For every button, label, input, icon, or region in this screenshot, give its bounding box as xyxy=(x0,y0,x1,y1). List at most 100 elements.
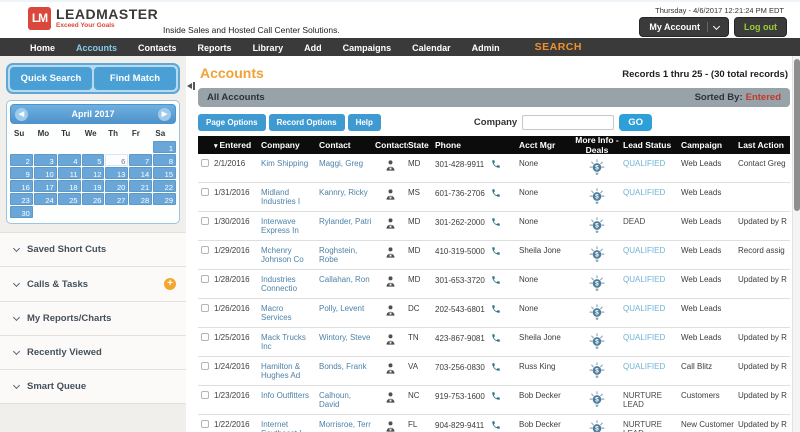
deal-bulb-icon[interactable]: $ xyxy=(589,420,605,432)
find-match-button[interactable]: Find Match xyxy=(94,67,176,90)
phone-icon[interactable] xyxy=(491,188,501,198)
nav-item-home[interactable]: Home xyxy=(30,43,56,53)
calendar-date-cell[interactable]: 16 xyxy=(10,180,33,192)
calendar-date-cell[interactable]: 1 xyxy=(153,141,176,153)
column-header-contact[interactable]: Contact xyxy=(319,140,351,150)
cell-company-link[interactable]: Internet Southeast I xyxy=(261,420,301,432)
contacts-person-icon[interactable] xyxy=(385,333,396,346)
cell-company-link[interactable]: Midland Industries I xyxy=(261,188,301,206)
row-checkbox[interactable] xyxy=(201,217,209,225)
row-checkbox[interactable] xyxy=(201,246,209,254)
column-header-campaign[interactable]: Campaign xyxy=(681,140,723,150)
my-account-button[interactable]: My Account xyxy=(639,17,729,37)
row-checkbox[interactable] xyxy=(201,275,209,283)
calendar-date-cell[interactable]: 9 xyxy=(10,167,33,179)
deal-bulb-icon[interactable]: $ xyxy=(589,217,605,234)
calendar-date-cell[interactable]: 7 xyxy=(129,154,153,166)
calendar-date-cell[interactable]: 8 xyxy=(153,154,176,166)
sidebar-section-saved-short-cuts[interactable]: Saved Short Cuts xyxy=(0,233,186,267)
calendar-date-cell[interactable]: 23 xyxy=(10,193,33,205)
cell-contact-link[interactable]: Maggi, Greg xyxy=(319,159,364,168)
column-header-contacts[interactable]: Contacts xyxy=(375,140,408,150)
calendar-date-cell[interactable]: 19 xyxy=(81,180,105,192)
calendar-date-cell[interactable]: 11 xyxy=(57,167,81,179)
deal-bulb-icon[interactable]: $ xyxy=(589,188,605,205)
record-options-button[interactable]: Record Options xyxy=(268,114,345,131)
column-header-last-action[interactable]: Last Action xyxy=(738,140,784,150)
cell-company-link[interactable]: Interwave Express In xyxy=(261,217,299,235)
cell-company-link[interactable]: Mack Trucks Inc xyxy=(261,333,306,351)
go-button[interactable]: GO xyxy=(619,114,652,131)
cell-contact-link[interactable]: Kannry, Ricky xyxy=(319,188,368,197)
phone-icon[interactable] xyxy=(491,275,501,285)
contacts-person-icon[interactable] xyxy=(385,275,396,288)
sidebar-section-calls-tasks[interactable]: Calls & Tasks + xyxy=(0,267,186,302)
calendar-date-cell[interactable]: 10 xyxy=(33,167,57,179)
quick-search-button[interactable]: Quick Search xyxy=(10,67,92,90)
contacts-person-icon[interactable] xyxy=(385,188,396,201)
calendar-date-cell[interactable]: 24 xyxy=(33,193,57,205)
cell-company-link[interactable]: Info Outfitters xyxy=(261,391,310,400)
nav-item-admin[interactable]: Admin xyxy=(471,43,500,53)
phone-icon[interactable] xyxy=(491,159,501,169)
deal-bulb-icon[interactable]: $ xyxy=(589,333,605,350)
deal-bulb-icon[interactable]: $ xyxy=(589,159,605,176)
nav-item-reports[interactable]: Reports xyxy=(197,43,232,53)
cell-company-link[interactable]: Kim Shipping xyxy=(261,159,309,168)
contacts-person-icon[interactable] xyxy=(385,304,396,317)
phone-icon[interactable] xyxy=(491,333,501,343)
nav-item-campaigns[interactable]: Campaigns xyxy=(342,43,392,53)
cell-contact-link[interactable]: Polly, Levent xyxy=(319,304,365,313)
column-header-lead-status[interactable]: Lead Status xyxy=(623,140,672,150)
deal-bulb-icon[interactable]: $ xyxy=(589,362,605,379)
column-header-acct-mgr[interactable]: Acct Mgr xyxy=(519,140,556,150)
row-checkbox[interactable] xyxy=(201,420,209,428)
phone-icon[interactable] xyxy=(491,217,501,227)
deal-bulb-icon[interactable]: $ xyxy=(589,391,605,408)
calendar-date-cell[interactable]: 17 xyxy=(33,180,57,192)
add-icon[interactable]: + xyxy=(164,278,176,290)
company-search-input[interactable] xyxy=(522,115,615,130)
logout-button[interactable]: Log out xyxy=(734,17,787,37)
calendar-date-cell[interactable]: 18 xyxy=(57,180,81,192)
cell-company-link[interactable]: Hamilton & Hughes Ad xyxy=(261,362,301,380)
cell-contact-link[interactable]: Wintory, Steve xyxy=(319,333,371,342)
cell-contact-link[interactable]: Bonds, Frank xyxy=(319,362,367,371)
contacts-person-icon[interactable] xyxy=(385,362,396,375)
calendar-date-cell[interactable]: 4 xyxy=(57,154,81,166)
deal-bulb-icon[interactable]: $ xyxy=(589,246,605,263)
calendar-date-cell[interactable]: 2 xyxy=(10,154,33,166)
calendar-date-cell[interactable]: 27 xyxy=(105,193,129,205)
cell-contact-link[interactable]: Calhoun, David xyxy=(319,391,352,409)
row-checkbox[interactable] xyxy=(201,188,209,196)
cell-company-link[interactable]: Mchenry Johnson Co xyxy=(261,246,304,264)
contacts-person-icon[interactable] xyxy=(385,217,396,230)
calendar-date-cell[interactable]: 13 xyxy=(105,167,129,179)
calendar-prev-icon[interactable]: ◀ xyxy=(15,108,28,121)
calendar-date-cell[interactable]: 21 xyxy=(129,180,153,192)
phone-icon[interactable] xyxy=(491,362,501,372)
calendar-date-cell[interactable]: 20 xyxy=(105,180,129,192)
contacts-person-icon[interactable] xyxy=(385,246,396,259)
phone-icon[interactable] xyxy=(491,246,501,256)
nav-item-accounts[interactable]: Accounts xyxy=(76,43,118,53)
calendar-date-cell[interactable]: 12 xyxy=(81,167,105,179)
phone-icon[interactable] xyxy=(491,391,501,401)
contacts-person-icon[interactable] xyxy=(385,159,396,172)
row-checkbox[interactable] xyxy=(201,159,209,167)
calendar-date-cell[interactable]: 26 xyxy=(81,193,105,205)
contacts-person-icon[interactable] xyxy=(385,420,396,432)
page-options-button[interactable]: Page Options xyxy=(198,114,266,131)
calendar-today-cell[interactable]: 6 xyxy=(105,154,129,166)
row-checkbox[interactable] xyxy=(201,304,209,312)
nav-item-library[interactable]: Library xyxy=(252,43,284,53)
calendar-date-cell[interactable]: 14 xyxy=(129,167,153,179)
calendar-date-cell[interactable]: 29 xyxy=(153,193,176,205)
row-checkbox[interactable] xyxy=(201,391,209,399)
contacts-person-icon[interactable] xyxy=(385,391,396,404)
calendar-date-cell[interactable]: 3 xyxy=(33,154,57,166)
sidebar-collapse-toggle[interactable] xyxy=(187,82,195,90)
nav-item-add[interactable]: Add xyxy=(304,43,322,53)
calendar-date-cell[interactable]: 28 xyxy=(129,193,153,205)
calendar-date-cell[interactable]: 15 xyxy=(153,167,176,179)
